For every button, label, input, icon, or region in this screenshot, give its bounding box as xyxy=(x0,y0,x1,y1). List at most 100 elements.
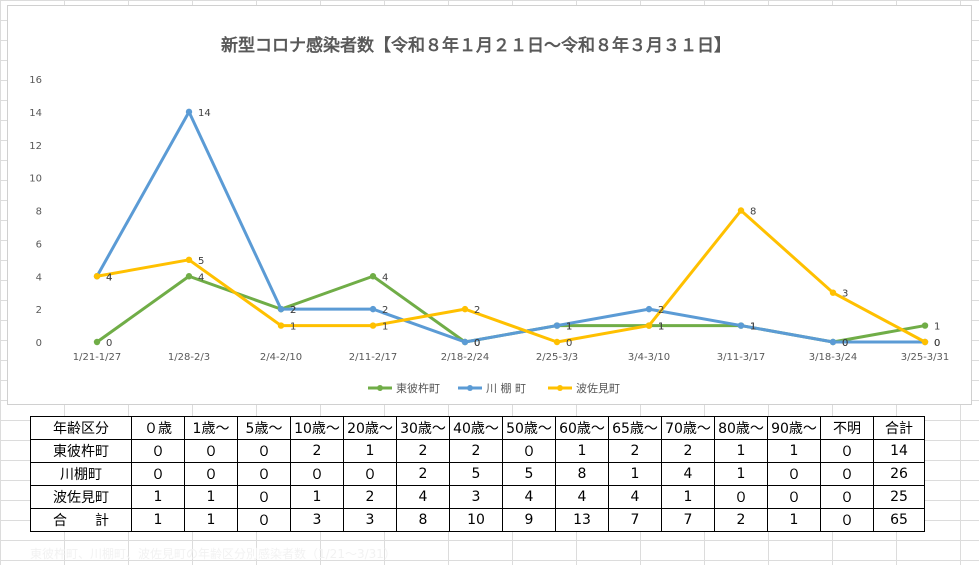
table-cell: 1 xyxy=(714,439,768,463)
table-row: 合 計 1 1 ０ 3 3 8 10 9 13 7 7 2 1 ０ 65 xyxy=(30,508,925,532)
table-header-cell: 60歳～ xyxy=(555,416,609,440)
data-label: 1 xyxy=(658,322,664,333)
data-point[interactable] xyxy=(921,322,929,329)
y-tick-label: 14 xyxy=(29,108,42,119)
table-header-cell: 30歳～ xyxy=(396,416,450,440)
table-cell: 10 xyxy=(449,508,503,532)
y-tick-label: 12 xyxy=(29,141,42,152)
data-label: 0 xyxy=(934,338,940,349)
data-label: 2 xyxy=(658,305,664,316)
table-cell: ０ xyxy=(767,485,821,509)
data-point[interactable] xyxy=(93,273,101,280)
data-label: 2 xyxy=(290,305,296,316)
data-label: 1 xyxy=(382,322,388,333)
table-cell: ０ xyxy=(237,485,291,509)
table-cell: 合 計 xyxy=(30,508,132,532)
data-point[interactable] xyxy=(277,322,285,329)
legend-label: 波佐見町 xyxy=(576,381,620,395)
table-cell: ０ xyxy=(502,439,556,463)
data-point[interactable] xyxy=(737,322,745,329)
data-point[interactable] xyxy=(461,338,469,346)
table-cell: ０ xyxy=(290,462,344,486)
data-point[interactable] xyxy=(185,256,193,264)
data-label: 14 xyxy=(198,108,211,119)
table-cell: 3 xyxy=(343,508,397,532)
data-label: 0 xyxy=(474,338,480,349)
data-point[interactable] xyxy=(277,305,285,313)
table-cell: ０ xyxy=(237,462,291,486)
table-cell: ０ xyxy=(767,462,821,486)
table-row: 東彼杵町 ０ ０ ０ 2 1 2 2 ０ 1 2 2 1 1 ０ 14 xyxy=(30,439,925,463)
data-label: 4 xyxy=(382,272,388,283)
data-point[interactable] xyxy=(737,207,745,214)
data-point[interactable] xyxy=(829,289,837,296)
data-label: 1 xyxy=(750,322,756,333)
data-point[interactable] xyxy=(185,108,193,116)
legend-label: 東彼杵町 xyxy=(396,381,440,395)
chart-area[interactable]: 新型コロナ感染者数【令和８年１月２１日～令和８年３月３１日】 0 2 4 6 8 10 12… xyxy=(7,5,972,405)
series-line[interactable] xyxy=(95,110,927,344)
table-cell: ０ xyxy=(820,485,874,509)
data-point[interactable] xyxy=(369,273,377,280)
series-line[interactable] xyxy=(95,209,927,344)
table-header-cell: ０歳 xyxy=(131,416,185,440)
data-point[interactable] xyxy=(93,338,101,346)
data-label: 1 xyxy=(934,322,940,333)
legend-marker xyxy=(467,385,473,391)
data-point[interactable] xyxy=(645,322,653,329)
table-header-cell: 65歳～ xyxy=(608,416,662,440)
table-cell: 1 xyxy=(608,462,662,486)
table-cell: 1 xyxy=(555,439,609,463)
table-cell: 2 xyxy=(661,439,715,463)
table-cell: 5 xyxy=(449,462,503,486)
data-label: 2 xyxy=(474,305,480,316)
table-cell: 1 xyxy=(343,439,397,463)
data-label: 0 xyxy=(106,338,112,349)
y-tick-label: 2 xyxy=(36,305,42,316)
data-label: 0 xyxy=(934,338,940,349)
data-label: 0 xyxy=(842,338,848,349)
data-point[interactable] xyxy=(921,338,929,346)
legend-label: 川 棚 町 xyxy=(486,381,526,395)
table-cell: ０ xyxy=(184,439,238,463)
table-header-cell: 10歳～ xyxy=(290,416,344,440)
table-cell: 2 xyxy=(396,439,450,463)
table-cell: 7 xyxy=(661,508,715,532)
data-label: 8 xyxy=(750,207,756,218)
table-cell: 2 xyxy=(290,439,344,463)
x-tick-label: 1/21-1/27 xyxy=(73,352,122,363)
table-header-cell: 不明 xyxy=(820,416,874,440)
table-cell: 1 xyxy=(131,485,185,509)
x-tick-label: 3/25-3/31 xyxy=(901,352,950,363)
data-point[interactable] xyxy=(369,322,377,329)
x-tick-label: 3/11-3/17 xyxy=(717,352,766,363)
data-label: 1 xyxy=(658,322,664,333)
y-tick-label: 16 xyxy=(29,75,42,86)
data-label: 4 xyxy=(106,272,112,283)
data-point[interactable] xyxy=(553,322,561,329)
x-tick-label: 1/28-2/3 xyxy=(168,352,210,363)
legend-marker xyxy=(557,385,563,391)
data-point[interactable] xyxy=(553,338,561,346)
footnote: 東彼杵町、川棚町、波佐見町の年齢区分別感染者数（1/21～3/31） xyxy=(30,547,396,561)
series-line[interactable] xyxy=(95,274,927,344)
data-point[interactable] xyxy=(461,305,469,313)
table-cell: 14 xyxy=(873,439,925,463)
table-cell: 1 xyxy=(184,485,238,509)
data-label: 0 xyxy=(474,338,480,349)
table-row: 波佐見町 1 1 ０ 1 2 4 3 4 4 4 1 ０ ０ ０ 25 xyxy=(30,485,925,509)
data-point[interactable] xyxy=(369,305,377,313)
table-header-cell: 20歳～ xyxy=(343,416,397,440)
table-cell: 2 xyxy=(343,485,397,509)
table-cell: 25 xyxy=(873,485,925,509)
table-cell: 5 xyxy=(502,462,556,486)
data-label: 1 xyxy=(566,322,572,333)
data-point[interactable] xyxy=(185,273,193,280)
data-point[interactable] xyxy=(829,338,837,346)
data-label: 1 xyxy=(290,322,296,333)
y-tick-label: 8 xyxy=(36,207,42,218)
data-label: 3 xyxy=(842,289,848,300)
data-point[interactable] xyxy=(645,305,653,313)
data-label: 5 xyxy=(198,256,204,267)
table-cell: 8 xyxy=(555,462,609,486)
